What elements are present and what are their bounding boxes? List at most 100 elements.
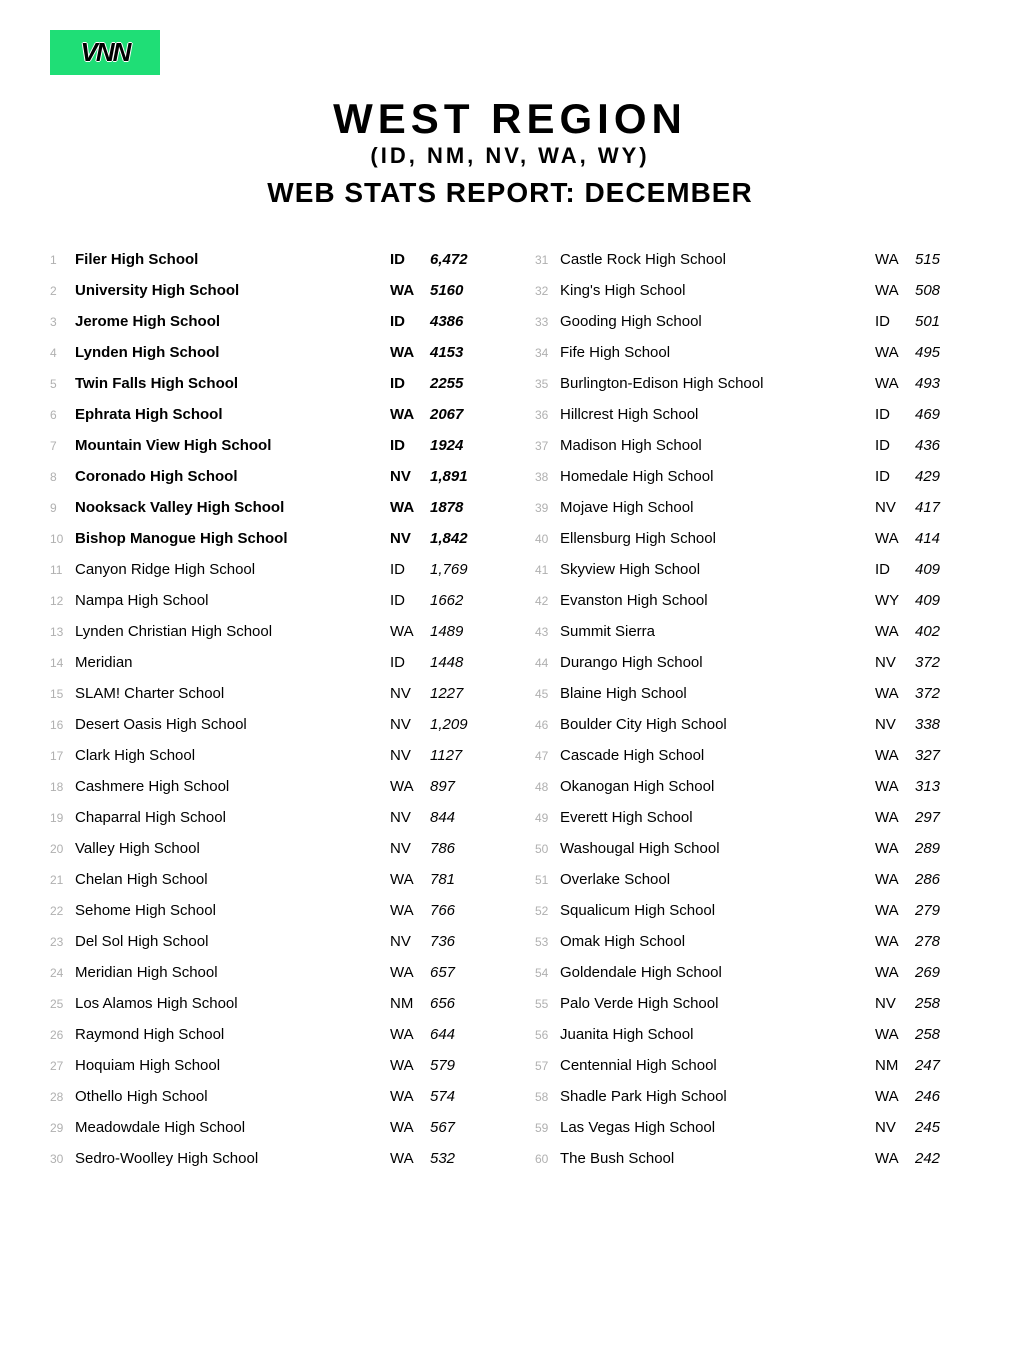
rank-number: 13	[50, 625, 75, 639]
table-row: 6Ephrata High SchoolWA2067	[50, 399, 485, 430]
rank-number: 40	[535, 532, 560, 546]
table-row: 9Nooksack Valley High SchoolWA1878	[50, 492, 485, 523]
stat-count: 567	[430, 1119, 485, 1136]
stat-count: 657	[430, 964, 485, 981]
state-code: WA	[390, 623, 430, 640]
rank-number: 52	[535, 904, 560, 918]
state-code: WY	[875, 592, 915, 609]
rank-number: 59	[535, 1121, 560, 1135]
rank-number: 28	[50, 1090, 75, 1104]
school-name: Ellensburg High School	[560, 530, 875, 547]
table-row: 38Homedale High SchoolID429	[535, 461, 970, 492]
stat-count: 469	[915, 406, 970, 423]
school-name: Raymond High School	[75, 1026, 390, 1043]
table-row: 42Evanston High SchoolWY409	[535, 585, 970, 616]
table-row: 5Twin Falls High SchoolID2255	[50, 368, 485, 399]
stat-count: 414	[915, 530, 970, 547]
school-name: Blaine High School	[560, 685, 875, 702]
rank-number: 33	[535, 315, 560, 329]
school-name: University High School	[75, 282, 390, 299]
stat-count: 495	[915, 344, 970, 361]
school-name: Everett High School	[560, 809, 875, 826]
stat-count: 1878	[430, 499, 485, 516]
table-row: 4Lynden High SchoolWA4153	[50, 337, 485, 368]
state-code: NV	[390, 530, 430, 547]
state-code: NV	[390, 685, 430, 702]
school-name: Summit Sierra	[560, 623, 875, 640]
state-code: WA	[390, 406, 430, 423]
school-name: Washougal High School	[560, 840, 875, 857]
state-code: WA	[390, 871, 430, 888]
state-code: NV	[875, 716, 915, 733]
school-name: Okanogan High School	[560, 778, 875, 795]
stat-count: 501	[915, 313, 970, 330]
school-name: Madison High School	[560, 437, 875, 454]
stat-count: 258	[915, 1026, 970, 1043]
stat-count: 1,842	[430, 530, 485, 547]
rank-number: 45	[535, 687, 560, 701]
rank-number: 7	[50, 439, 75, 453]
stat-count: 574	[430, 1088, 485, 1105]
table-row: 19Chaparral High SchoolNV844	[50, 802, 485, 833]
table-row: 1Filer High SchoolID6,472	[50, 244, 485, 275]
table-row: 17Clark High SchoolNV1127	[50, 740, 485, 771]
stat-count: 1,769	[430, 561, 485, 578]
stat-count: 515	[915, 251, 970, 268]
state-code: WA	[875, 1088, 915, 1105]
state-code: WA	[390, 282, 430, 299]
school-name: Homedale High School	[560, 468, 875, 485]
table-row: 56Juanita High SchoolWA258	[535, 1019, 970, 1050]
state-code: WA	[875, 902, 915, 919]
table-row: 12Nampa High SchoolID1662	[50, 585, 485, 616]
rank-number: 34	[535, 346, 560, 360]
state-code: NV	[390, 840, 430, 857]
school-name: Goldendale High School	[560, 964, 875, 981]
school-name: Overlake School	[560, 871, 875, 888]
rank-number: 47	[535, 749, 560, 763]
school-name: Cashmere High School	[75, 778, 390, 795]
stat-count: 508	[915, 282, 970, 299]
school-name: Shadle Park High School	[560, 1088, 875, 1105]
table-row: 21Chelan High SchoolWA781	[50, 864, 485, 895]
rank-number: 8	[50, 470, 75, 484]
school-name: SLAM! Charter School	[75, 685, 390, 702]
stat-count: 579	[430, 1057, 485, 1074]
rank-number: 43	[535, 625, 560, 639]
rank-number: 49	[535, 811, 560, 825]
school-name: King's High School	[560, 282, 875, 299]
table-row: 54Goldendale High SchoolWA269	[535, 957, 970, 988]
school-name: Valley High School	[75, 840, 390, 857]
table-row: 31Castle Rock High SchoolWA515	[535, 244, 970, 275]
rank-number: 3	[50, 315, 75, 329]
rank-number: 15	[50, 687, 75, 701]
report-title: WEB STATS REPORT: DECEMBER	[50, 177, 970, 209]
school-name: Meadowdale High School	[75, 1119, 390, 1136]
rank-number: 38	[535, 470, 560, 484]
state-code: ID	[875, 437, 915, 454]
stat-count: 279	[915, 902, 970, 919]
state-code: ID	[875, 406, 915, 423]
table-row: 26Raymond High SchoolWA644	[50, 1019, 485, 1050]
school-name: Burlington-Edison High School	[560, 375, 875, 392]
stat-count: 766	[430, 902, 485, 919]
state-code: ID	[390, 592, 430, 609]
stat-count: 4153	[430, 344, 485, 361]
table-row: 51Overlake SchoolWA286	[535, 864, 970, 895]
rank-number: 9	[50, 501, 75, 515]
school-name: Coronado High School	[75, 468, 390, 485]
table-row: 7Mountain View High SchoolID1924	[50, 430, 485, 461]
stat-count: 417	[915, 499, 970, 516]
school-name: Mojave High School	[560, 499, 875, 516]
rank-number: 48	[535, 780, 560, 794]
table-row: 2University High SchoolWA5160	[50, 275, 485, 306]
rank-number: 4	[50, 346, 75, 360]
rank-number: 20	[50, 842, 75, 856]
state-code: ID	[390, 313, 430, 330]
state-code: WA	[875, 840, 915, 857]
school-name: Othello High School	[75, 1088, 390, 1105]
column-right: 31Castle Rock High SchoolWA51532King's H…	[535, 244, 970, 1174]
table-row: 49Everett High SchoolWA297	[535, 802, 970, 833]
school-name: The Bush School	[560, 1150, 875, 1167]
rank-number: 58	[535, 1090, 560, 1104]
rank-number: 22	[50, 904, 75, 918]
